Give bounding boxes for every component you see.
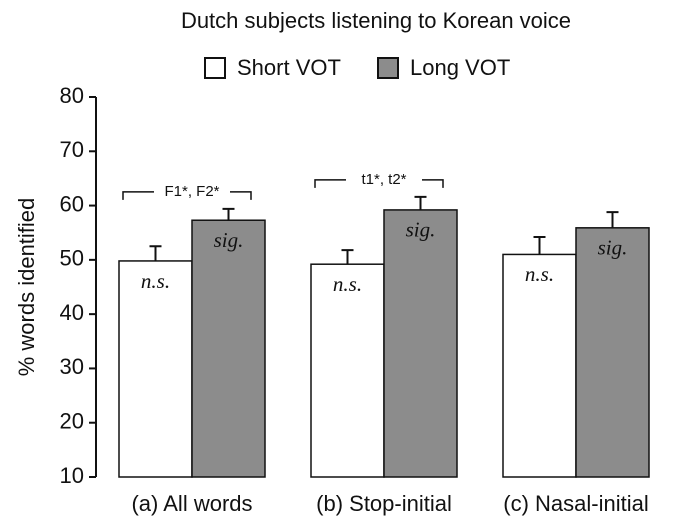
error-bar	[533, 236, 546, 255]
bar-annotation: n.s.	[333, 272, 362, 296]
bar-annotation: sig.	[406, 218, 436, 242]
y-tick-label: 20	[60, 409, 84, 434]
bar	[310, 263, 385, 478]
bracket-label: t1*, t2*	[361, 171, 406, 188]
legend-label: Long VOT	[410, 55, 510, 80]
y-tick-label: 60	[60, 191, 84, 216]
bar	[575, 227, 650, 478]
y-tick-label: 30	[60, 354, 84, 379]
bar	[118, 260, 193, 478]
chart-title: Dutch subjects listening to Korean voice	[181, 8, 571, 33]
y-tick-label: 50	[60, 246, 84, 271]
x-tick-label: (a) All words	[131, 491, 252, 516]
bar-annotation: n.s.	[141, 269, 170, 293]
y-tick-label: 80	[60, 83, 84, 108]
error-bar	[414, 195, 427, 210]
bar-annotation: n.s.	[525, 262, 554, 286]
bar	[191, 219, 266, 478]
bracket	[122, 191, 252, 200]
error-bar	[606, 211, 619, 228]
x-tick-label: (c) Nasal-initial	[503, 491, 648, 516]
bar-annotation: sig.	[598, 236, 628, 260]
bar	[383, 209, 458, 478]
y-axis-label: % words identified	[14, 198, 39, 377]
x-tick-label: (b) Stop-initial	[316, 491, 452, 516]
legend-swatch	[204, 57, 226, 79]
y-tick-label: 40	[60, 300, 84, 325]
bar-annotation: sig.	[214, 228, 244, 252]
error-bar	[341, 249, 354, 265]
legend-swatch	[377, 57, 399, 79]
error-bar	[149, 245, 162, 261]
bracket	[314, 179, 444, 188]
legend-label: Short VOT	[237, 55, 341, 80]
y-tick-label: 10	[60, 463, 84, 488]
error-bar	[222, 207, 235, 221]
y-tick-label: 70	[60, 137, 84, 162]
bar	[502, 253, 577, 478]
bracket-label: F1*, F2*	[164, 183, 219, 200]
